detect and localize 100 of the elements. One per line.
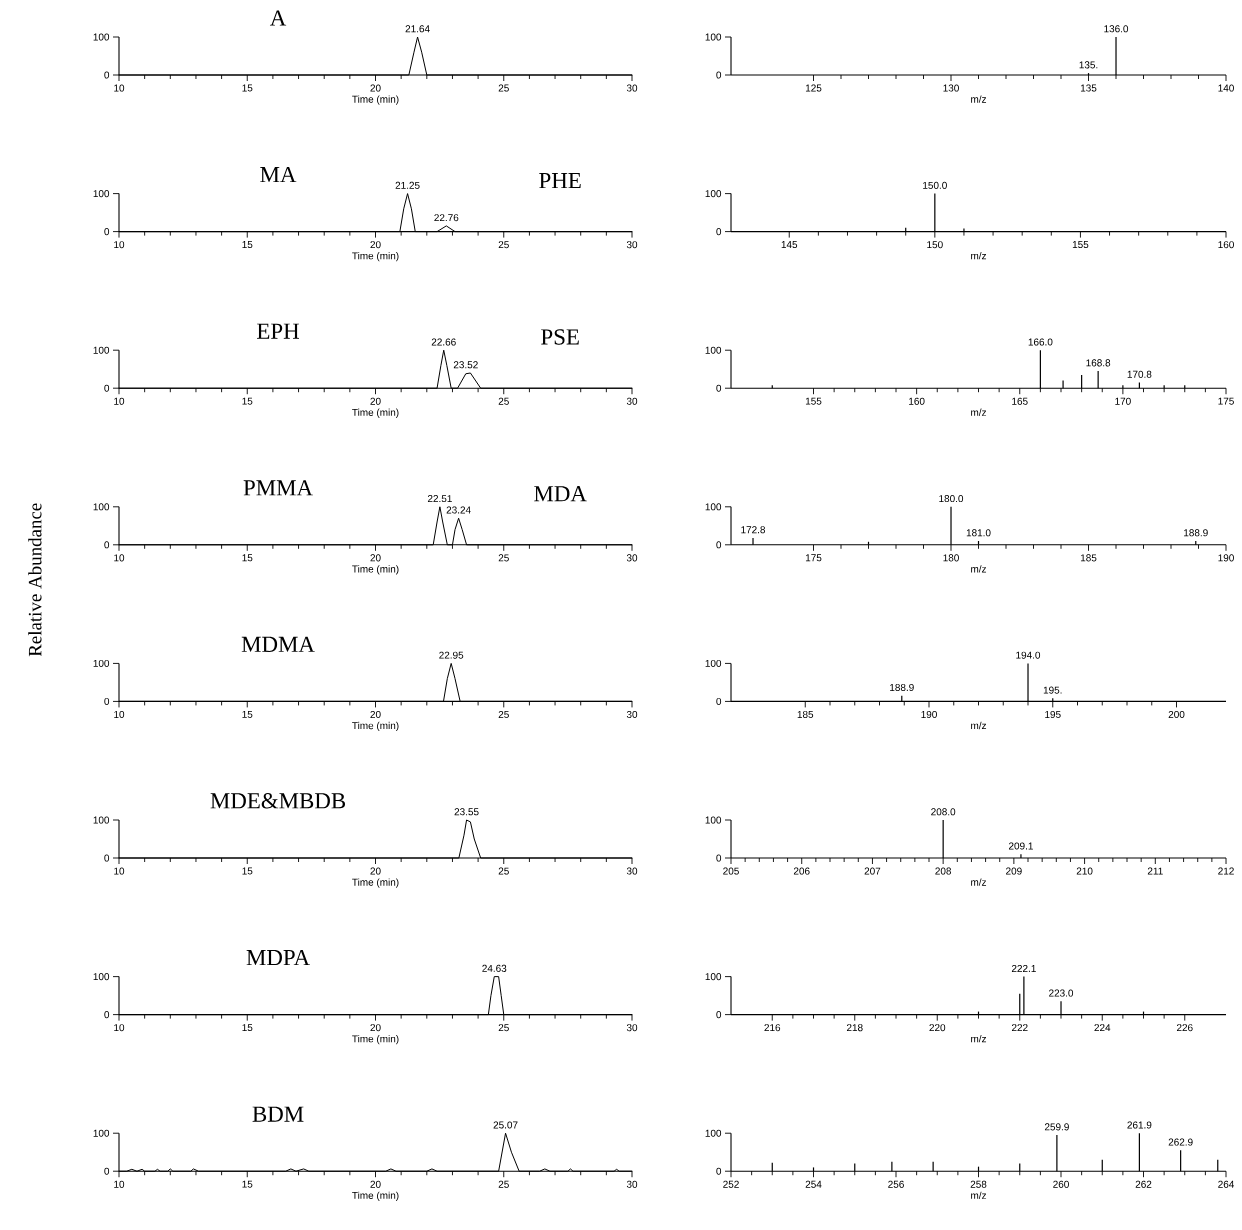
chart-title: BDM bbox=[252, 1106, 304, 1122]
x-tick-label: 20 bbox=[370, 397, 381, 405]
text: MDA bbox=[534, 486, 587, 502]
annotation: 24.63 bbox=[482, 964, 507, 972]
x-tick-label: 30 bbox=[626, 1024, 638, 1032]
x-tick-label: 258 bbox=[970, 1180, 987, 1188]
x-tick-label: 20 bbox=[370, 1180, 381, 1188]
annotation: 181.0 bbox=[966, 529, 991, 537]
x-tick-label: 211 bbox=[1147, 867, 1163, 875]
x-tick-label: 185 bbox=[1080, 554, 1097, 562]
annotation: 188.9 bbox=[890, 683, 914, 692]
x-tick-label: 25 bbox=[498, 554, 509, 562]
x-axis-title: Time (min) bbox=[352, 878, 399, 888]
y-tick-label: 0 bbox=[716, 384, 722, 392]
x-tick-label: 15 bbox=[242, 84, 253, 92]
x-tick-label: 25 bbox=[498, 397, 509, 405]
x-tick-label: 15 bbox=[242, 1180, 253, 1188]
chart-title: MDMA bbox=[241, 636, 315, 652]
x-tick-label: 256 bbox=[888, 1180, 904, 1188]
y-tick-label: 0 bbox=[104, 71, 110, 79]
x-tick-label: 218 bbox=[846, 1024, 863, 1032]
x-tick-label: 208 bbox=[935, 867, 952, 875]
x-axis-title: m/z bbox=[971, 565, 987, 573]
x-axis-title: m/z bbox=[971, 721, 987, 730]
x-axis-title: m/z bbox=[971, 252, 987, 260]
x-axis-title: m/z bbox=[971, 878, 987, 886]
x-tick-label: 175 bbox=[1218, 397, 1234, 405]
annotation: 261.9 bbox=[1127, 1121, 1152, 1129]
y-tick-label: 100 bbox=[93, 190, 110, 198]
y-tick-label: 0 bbox=[104, 384, 110, 392]
x-tick-label: 20 bbox=[370, 710, 381, 718]
x-tick-label: 145 bbox=[781, 241, 798, 249]
annotation: 22.51 bbox=[427, 495, 452, 503]
x-tick-label: 206 bbox=[793, 867, 810, 875]
y-axis-title: Relative Abundance bbox=[28, 503, 42, 657]
y-tick-label: 100 bbox=[93, 33, 110, 41]
x-tick-label: 30 bbox=[626, 710, 638, 718]
annotation: 259.9 bbox=[1044, 1123, 1069, 1131]
x-tick-label: 224 bbox=[1094, 1024, 1111, 1032]
x-tick-label: 25 bbox=[498, 84, 509, 92]
x-tick-label: 25 bbox=[498, 1180, 509, 1188]
x-tick-label: 10 bbox=[114, 1024, 125, 1032]
y-tick-label: 100 bbox=[705, 503, 722, 511]
annotation: 22.76 bbox=[434, 214, 459, 222]
x-tick-label: 20 bbox=[370, 241, 381, 249]
y-tick-label: 0 bbox=[104, 541, 110, 549]
y-tick-label: 0 bbox=[716, 854, 722, 862]
annotation: 194.0 bbox=[1016, 651, 1041, 659]
x-tick-label: 10 bbox=[114, 397, 125, 405]
chart-title: A bbox=[269, 10, 287, 26]
x-tick-label: 20 bbox=[370, 867, 381, 875]
y-tick-label: 0 bbox=[716, 228, 722, 236]
annotation: 223.0 bbox=[1049, 989, 1074, 997]
x-tick-label: 264 bbox=[1218, 1180, 1235, 1188]
annotation: 21.64 bbox=[405, 25, 430, 33]
y-tick-label: 100 bbox=[705, 816, 722, 824]
text: PHE bbox=[539, 173, 581, 189]
x-axis-title: m/z bbox=[971, 1035, 987, 1043]
x-tick-label: 30 bbox=[626, 867, 638, 875]
x-tick-label: 254 bbox=[805, 1180, 822, 1188]
y-tick-label: 100 bbox=[705, 190, 722, 198]
x-axis-title: Time (min) bbox=[352, 1035, 399, 1045]
y-tick-label: 0 bbox=[716, 1011, 722, 1019]
x-tick-label: 10 bbox=[114, 867, 125, 875]
x-axis-title: Time (min) bbox=[352, 408, 399, 418]
x-tick-label: 25 bbox=[498, 867, 509, 875]
x-tick-label: 15 bbox=[242, 554, 253, 562]
x-tick-label: 20 bbox=[370, 1024, 381, 1032]
x-tick-label: 262 bbox=[1135, 1180, 1152, 1188]
y-tick-label: 100 bbox=[93, 503, 110, 511]
y-tick-label: 100 bbox=[705, 1129, 722, 1137]
y-tick-label: 0 bbox=[716, 541, 722, 549]
x-axis-title: m/z bbox=[971, 408, 987, 416]
x-tick-label: 30 bbox=[626, 241, 638, 249]
y-tick-label: 100 bbox=[93, 659, 110, 667]
annotation: 166.0 bbox=[1028, 338, 1053, 346]
x-tick-label: 30 bbox=[626, 84, 638, 92]
x-axis-title: Time (min) bbox=[352, 95, 399, 105]
x-tick-label: 185 bbox=[797, 710, 814, 718]
x-tick-label: 10 bbox=[114, 554, 125, 562]
annotation: 262.9 bbox=[1168, 1138, 1193, 1146]
annotation: 170.8 bbox=[1127, 370, 1152, 378]
chart-title: PMMA bbox=[243, 480, 313, 496]
y-tick-label: 100 bbox=[705, 659, 722, 667]
x-axis-title: Time (min) bbox=[352, 565, 399, 575]
annotation: 222.1 bbox=[1011, 964, 1036, 972]
x-tick-label: 207 bbox=[864, 867, 881, 875]
chart-title: MA bbox=[260, 166, 297, 183]
y-tick-label: 0 bbox=[104, 1167, 110, 1175]
x-axis-title: Time (min) bbox=[352, 721, 399, 732]
annotation: 150.0 bbox=[923, 181, 947, 189]
x-tick-label: 210 bbox=[1076, 867, 1093, 875]
x-tick-label: 10 bbox=[114, 710, 125, 718]
y-tick-label: 100 bbox=[93, 816, 110, 824]
x-tick-label: 260 bbox=[1053, 1180, 1069, 1188]
y-tick-label: 100 bbox=[705, 33, 722, 41]
x-tick-label: 25 bbox=[498, 710, 509, 718]
x-axis-title: m/z bbox=[971, 1191, 987, 1199]
y-tick-label: 0 bbox=[104, 854, 110, 862]
x-tick-label: 30 bbox=[626, 397, 638, 405]
